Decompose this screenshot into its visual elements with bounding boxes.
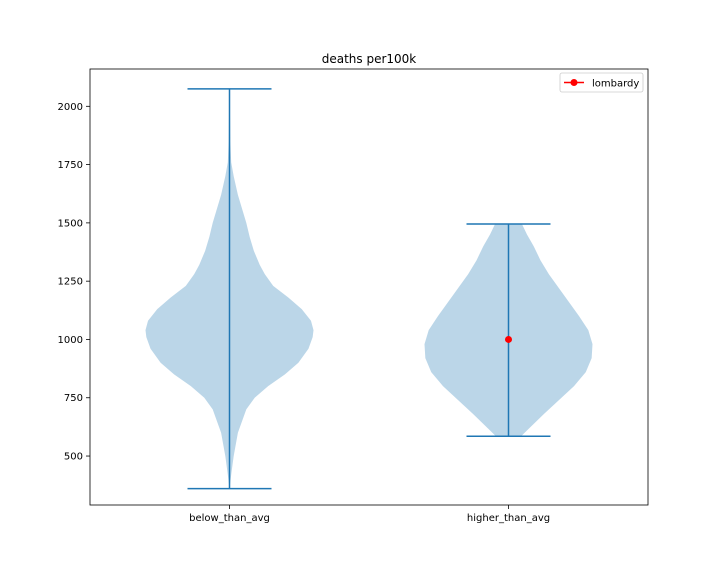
legend-marker-lombardy	[570, 79, 578, 86]
y-tick-label: 500	[64, 452, 83, 463]
highlight-points	[505, 335, 512, 343]
y-tick-label: 1250	[58, 277, 83, 288]
plot-area	[89, 68, 649, 506]
x-tick-label: higher_than_avg	[467, 513, 550, 524]
y-axis: 500 750 1000 1250 1500 1750 2000	[58, 102, 90, 463]
y-tick-label: 1500	[58, 218, 83, 229]
y-tick-label: 1000	[58, 335, 83, 346]
x-axis: below_than_avg higher_than_avg	[189, 505, 550, 524]
legend: lombardy	[559, 72, 644, 93]
legend-box	[559, 72, 644, 93]
y-tick-label: 750	[64, 393, 83, 404]
chart-title: deaths per100k	[322, 52, 417, 66]
violins-group	[145, 88, 593, 490]
legend-label-lombardy: lombardy	[592, 79, 639, 90]
y-tick-label: 1750	[58, 160, 83, 171]
x-tick-label: below_than_avg	[189, 513, 270, 524]
lombardy-point	[505, 335, 512, 343]
y-tick-label: 2000	[58, 102, 83, 113]
